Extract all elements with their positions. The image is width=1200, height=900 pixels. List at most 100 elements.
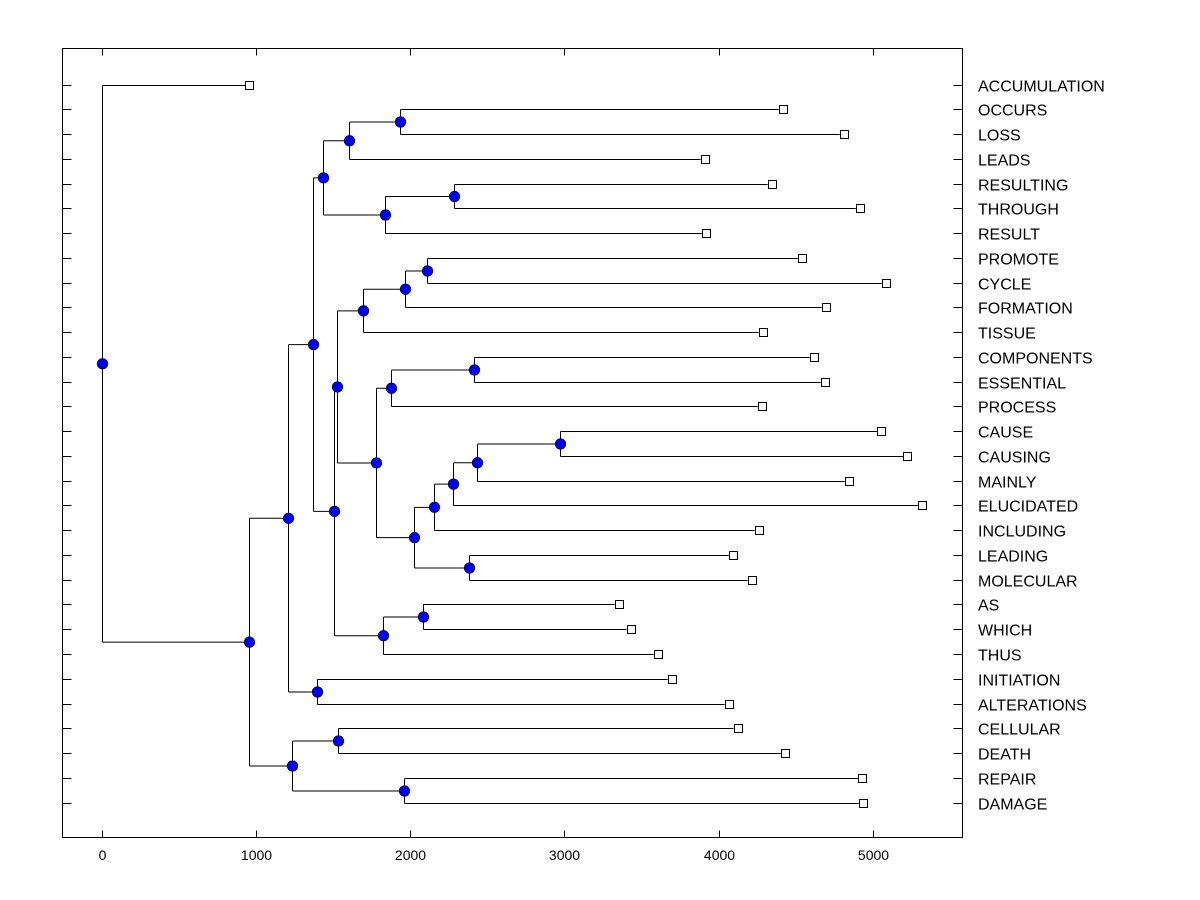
cluster-node [421,265,434,277]
leaf-label: MOLECULAR [978,574,1078,591]
leaf-marker [821,378,830,387]
leaf-marker [615,600,624,609]
x-tick-label: 2000 [395,847,426,863]
leaf-label: ESSENTIAL [978,376,1066,393]
cluster-node [332,735,345,747]
cluster-node [394,116,407,128]
leaf-label: LOSS [978,128,1021,145]
x-tick-label: 3000 [549,847,580,863]
leaf-marker [729,551,738,560]
leaf-marker [627,625,636,634]
leaf-marker [725,700,734,709]
leaf-label: DAMAGE [978,797,1047,814]
leaf-marker [858,774,867,783]
leaf-label: REPAIR [978,772,1036,789]
tree-edges [102,85,918,804]
leaf-marker [822,303,831,312]
leaf-label: ALTERATIONS [978,698,1087,715]
cluster-node [311,686,324,698]
cluster-node [357,305,370,317]
leaf-marker [856,204,865,213]
leaf-label: MAINLY [978,475,1037,492]
leaf-marker [779,105,788,114]
leaf-label: THUS [978,648,1022,665]
cluster-node [408,532,421,544]
cluster-node [468,364,481,376]
leaf-marker [734,724,743,733]
leaf-marker [798,254,807,263]
cluster-node [370,457,383,469]
leaf-markers [245,81,927,808]
x-tick-label: 4000 [704,847,735,863]
leaf-label: LEADS [978,153,1030,170]
leaf-label: INITIATION [978,673,1060,690]
leaf-label: PROMOTE [978,252,1059,269]
leaf-label: CYCLE [978,277,1031,294]
leaf-marker [781,749,790,758]
axis-ticks [62,48,963,838]
leaf-label: DEATH [978,747,1031,764]
leaf-label: FORMATION [978,301,1073,318]
cluster-node [343,135,356,147]
cluster-node [307,339,320,351]
cluster-node [399,283,412,295]
x-tick-label: 1000 [241,847,272,863]
leaf-marker [882,279,891,288]
leaf-label: LEADING [978,549,1048,566]
cluster-node [385,382,398,394]
leaf-marker [702,229,711,238]
leaf-label: CELLULAR [978,722,1061,739]
cluster-node [398,785,411,797]
leaf-label: CAUSE [978,425,1033,442]
leaf-marker [668,675,677,684]
cluster-node [417,611,430,623]
leaf-labels: ACCUMULATION OCCURS LOSS LEADS RESULTING THRO… [978,79,1105,814]
leaf-label: PROCESS [978,400,1056,417]
cluster-node [471,457,484,469]
leaf-label: ELUCIDATED [978,499,1078,516]
leaf-marker [918,501,927,510]
leaf-label: AS [978,598,999,615]
leaf-marker [845,477,854,486]
leaf-label: OCCURS [978,103,1047,120]
leaf-marker [758,402,767,411]
leaf-marker [810,353,819,362]
leaf-label: RESULTING [978,178,1068,195]
leaf-label: COMPONENTS [978,351,1093,368]
leaf-label: CAUSING [978,450,1051,467]
leaf-label: WHICH [978,623,1032,640]
cluster-node [448,190,461,203]
cluster-node [286,760,299,772]
cluster-node [377,630,390,642]
leaf-label: RESULT [978,227,1040,244]
cluster-node [428,501,441,513]
leaf-marker [759,328,768,337]
cluster-node [282,512,295,524]
cluster-node [331,381,344,393]
cluster-node [463,562,476,574]
leaf-label: THROUGH [978,202,1059,219]
leaf-marker [748,576,757,585]
leaf-marker [654,650,663,659]
leaf-marker [755,526,764,535]
x-tick-label: 5000 [858,847,889,863]
plot-frame [62,48,963,838]
leaf-marker [903,452,912,461]
internal-nodes [96,116,567,797]
cluster-node [554,438,567,450]
cluster-node [317,172,330,184]
leaf-label: TISSUE [978,326,1036,343]
cluster-node [447,478,460,490]
leaf-marker [701,155,710,164]
leaf-label: INCLUDING [978,524,1066,541]
leaf-marker [859,799,868,808]
cluster-node [328,505,341,517]
leaf-marker [768,180,777,189]
x-tick-label: 0 [99,847,107,863]
cluster-node [379,209,392,221]
leaf-marker [245,81,254,90]
x-tick-labels: 0 1000 2000 3000 4000 5000 [99,847,890,863]
leaf-marker [840,130,849,139]
cluster-node [243,636,256,648]
